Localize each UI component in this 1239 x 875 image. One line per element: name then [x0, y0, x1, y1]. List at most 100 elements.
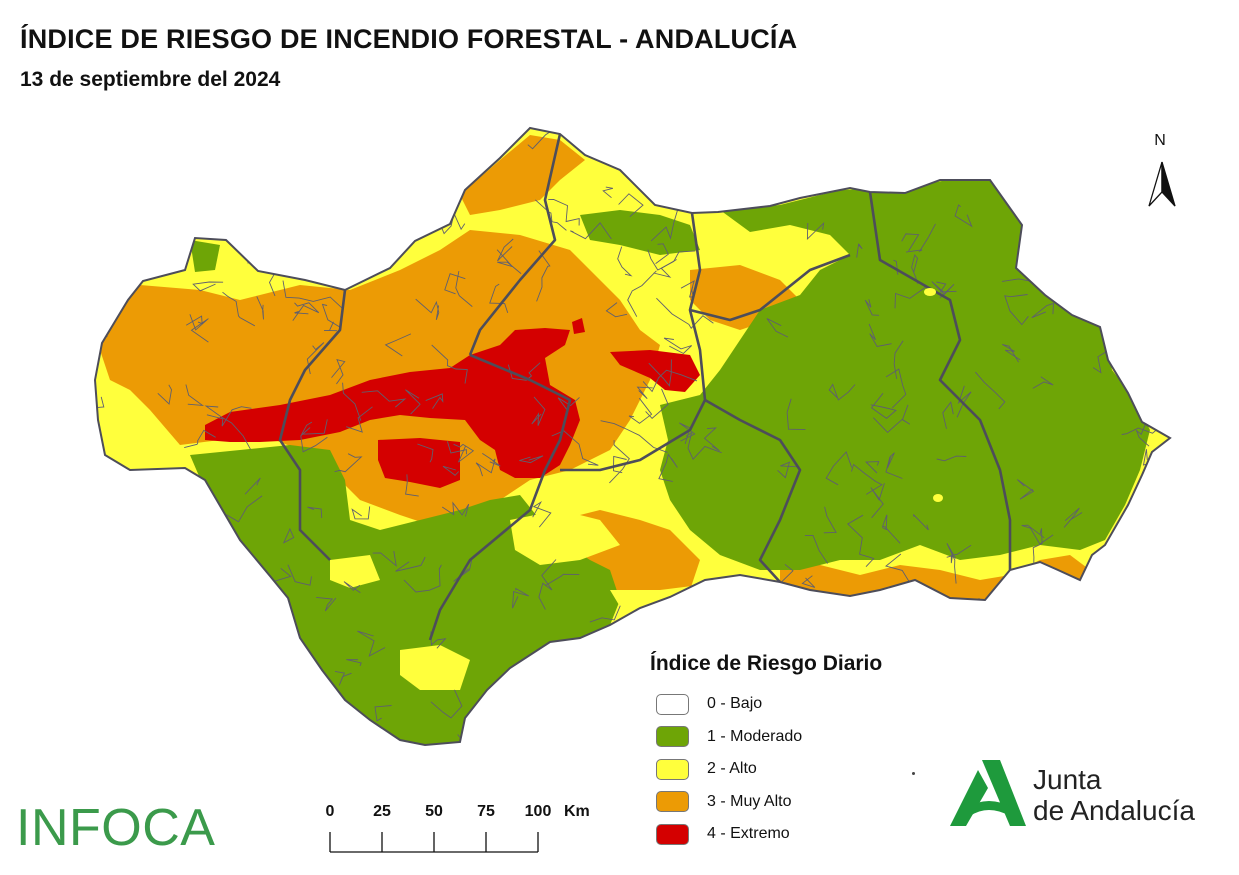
municipality-line: [156, 564, 180, 578]
municipality-line: [1027, 657, 1062, 677]
municipality-line: [941, 691, 971, 717]
municipality-line: [956, 385, 972, 418]
municipality-line: [343, 581, 361, 594]
municipality-line: [538, 696, 561, 722]
municipality-line: [548, 199, 580, 226]
municipality-line: [482, 453, 501, 467]
municipality-line: [936, 455, 967, 462]
legend-item-bajo: 0 - Bajo: [650, 688, 882, 721]
municipality-line: [931, 281, 955, 299]
municipality-line: [489, 283, 509, 313]
municipality-line: [1124, 622, 1138, 648]
north-arrow-icon: [1148, 161, 1176, 207]
municipality-line: [1083, 141, 1104, 166]
municipality-line: [323, 321, 338, 332]
municipality-line: [1115, 228, 1146, 243]
municipality-line: [1001, 665, 1020, 689]
municipality-line: [334, 148, 357, 168]
municipality-line: [96, 586, 120, 597]
municipality-line: [645, 388, 669, 420]
municipality-line: [605, 302, 628, 318]
municipality-line: [302, 702, 315, 733]
municipality-line: [222, 291, 256, 327]
risk-zone-alto-south: [510, 510, 620, 565]
legend-swatch: [656, 693, 689, 715]
municipality-line: [942, 401, 954, 429]
municipality-line: [195, 554, 234, 572]
legend-swatch: [656, 791, 689, 813]
municipality-line: [103, 608, 132, 636]
municipality-line: [636, 386, 653, 400]
legend-item-moderado: 1 - Moderado: [650, 721, 882, 754]
municipality-line: [185, 384, 205, 406]
municipality-line: [1027, 256, 1051, 271]
municipality-line: [613, 455, 627, 474]
municipality-line: [905, 223, 936, 253]
municipality-line: [893, 259, 899, 275]
municipality-line: [235, 149, 258, 168]
municipality-line: [334, 453, 363, 473]
municipality-line: [346, 406, 373, 433]
municipality-line: [513, 700, 534, 731]
municipality-line: [531, 396, 546, 426]
municipality-line: [1129, 678, 1147, 706]
municipality-line: [1001, 343, 1021, 363]
municipality-line: [321, 303, 342, 329]
municipality-line: [885, 368, 907, 409]
municipality-line: [901, 233, 920, 252]
municipality-line: [188, 212, 232, 232]
municipality-line: [346, 659, 362, 667]
junta-andalucia-logo-icon: [950, 760, 1026, 826]
municipality-line: [396, 224, 415, 243]
municipality-line: [157, 138, 181, 162]
municipality-line: [527, 128, 557, 150]
municipality-line: [288, 176, 311, 196]
municipality-line: [175, 160, 193, 178]
map-title: ÍNDICE DE RIESGO DE INCENDIO FORESTAL - …: [20, 24, 798, 54]
municipality-line: [128, 588, 153, 598]
municipality-line: [1121, 427, 1158, 435]
municipality-line: [430, 689, 463, 719]
municipality-line: [825, 451, 853, 486]
scale-tick-25: 25: [373, 803, 391, 820]
municipality-line: [946, 543, 957, 584]
municipality-line: [105, 642, 126, 671]
municipality-line: [189, 314, 209, 343]
municipality-line: [648, 148, 676, 159]
municipality-line: [283, 527, 295, 544]
municipality-line: [417, 443, 434, 463]
municipality-line: [609, 440, 630, 484]
municipality-line: [210, 196, 240, 216]
municipality-line: [123, 245, 140, 258]
municipality-line: [1033, 670, 1050, 685]
municipality-line: [264, 608, 283, 623]
municipality-line: [873, 404, 911, 434]
municipality-line: [992, 136, 1011, 150]
municipality-line: [112, 562, 127, 579]
junta-andalucia-wordmark: Junta de Andalucía: [1033, 764, 1195, 826]
risk-zone-alto-sw2: [400, 645, 470, 690]
municipality-line: [868, 323, 892, 348]
municipality-line: [395, 556, 426, 572]
municipality-line: [210, 185, 233, 221]
scale-tick-75: 75: [477, 803, 495, 820]
municipality-line: [1016, 479, 1035, 500]
municipality-line: [235, 128, 259, 146]
municipality-line: [648, 359, 672, 387]
municipality-line: [403, 564, 442, 593]
municipality-line: [453, 443, 475, 463]
municipality-line: [165, 705, 203, 720]
north-arrow: N: [1140, 132, 1180, 212]
municipality-line: [431, 344, 468, 384]
municipality-line: [475, 458, 496, 477]
risk-zone-extremo-south: [378, 438, 460, 488]
municipality-line: [368, 128, 385, 154]
municipality-line: [851, 463, 883, 495]
municipality-line: [1063, 507, 1083, 528]
municipality-line: [137, 238, 157, 271]
municipality-line: [282, 280, 343, 309]
legend: Índice de Riesgo Diario 0 - Bajo 1 - Mod…: [650, 652, 882, 851]
municipality-line: [285, 178, 311, 203]
municipality-line: [806, 221, 825, 240]
municipality-line: [627, 270, 657, 317]
